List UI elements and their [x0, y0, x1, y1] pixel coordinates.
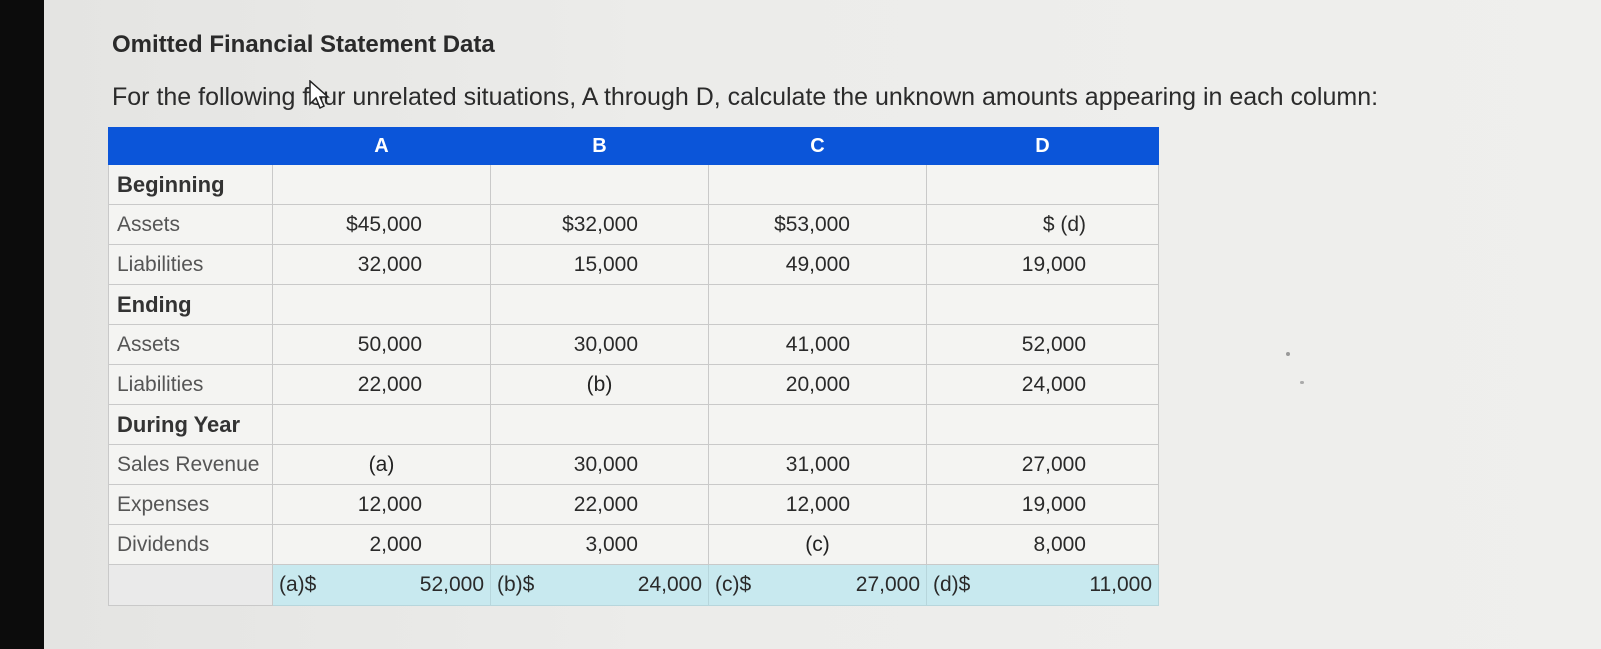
cell-c: 31,000 [708, 444, 927, 485]
cell-d: 19,000 [926, 484, 1159, 525]
page-title: Omitted Financial Statement Data [112, 31, 495, 58]
row-label: Liabilities [108, 244, 273, 285]
cell-c: (c) [708, 524, 927, 565]
section-label: Ending [108, 284, 273, 325]
cell-d: 27,000 [926, 444, 1159, 485]
table-row-beginning-assets: Assets $45,000 $32,000 $53,000 $ (d) [108, 204, 1159, 245]
cell-a: 12,000 [272, 484, 491, 525]
section-row-during-year: During Year [108, 404, 1159, 445]
cell-a: 22,000 [272, 364, 491, 405]
cell-b: 30,000 [490, 324, 709, 365]
table-row-ending-liabilities: Liabilities 22,000 (b) 20,000 24,000 [108, 364, 1159, 405]
cell-c: 49,000 [708, 244, 927, 285]
cell-b: 15,000 [490, 244, 709, 285]
answer-cell-c[interactable]: (c)$ 27,000 [708, 564, 927, 606]
answer-input-d[interactable]: 11,000 [1089, 573, 1152, 596]
row-label: Assets [108, 204, 273, 245]
cell-c: $53,000 [708, 204, 927, 245]
answer-row-blank [108, 564, 273, 606]
screen-speck [1286, 352, 1290, 356]
cell-a: 32,000 [272, 244, 491, 285]
table-row-beginning-liabilities: Liabilities 32,000 15,000 49,000 19,000 [108, 244, 1159, 285]
table-row-dividends: Dividends 2,000 3,000 (c) 8,000 [108, 524, 1159, 565]
answer-input-a[interactable]: 52,000 [419, 573, 484, 596]
cell-c: 12,000 [708, 484, 927, 525]
instructions-text: For the following four unrelated situati… [112, 83, 1379, 111]
answer-prefix: (b)$ [497, 573, 535, 596]
answer-input-b[interactable]: 24,000 [637, 573, 702, 596]
cell-d: 52,000 [926, 324, 1159, 365]
cell-b: 30,000 [490, 444, 709, 485]
cell-a: 2,000 [272, 524, 491, 565]
cell-b: (b) [490, 364, 709, 405]
cell-b: $32,000 [490, 204, 709, 245]
answer-cell-d[interactable]: (d)$ 11,000 [926, 564, 1159, 606]
row-label: Dividends [108, 524, 273, 565]
monitor-bezel [0, 0, 44, 649]
cell-a: (a) [272, 444, 491, 485]
mouse-cursor-icon [309, 80, 330, 110]
table-row-expenses: Expenses 12,000 22,000 12,000 19,000 [108, 484, 1159, 525]
row-label: Expenses [108, 484, 273, 525]
answer-prefix: (d)$ [933, 573, 971, 596]
column-header-c: C [708, 127, 927, 165]
financial-data-table: A B C D Beginning Assets $45,000 $32,000… [108, 127, 1159, 606]
column-header-a: A [272, 127, 491, 165]
answer-prefix: (c)$ [715, 573, 752, 596]
answer-input-c[interactable]: 27,000 [855, 573, 920, 596]
answer-cell-b[interactable]: (b)$ 24,000 [490, 564, 709, 606]
answer-cell-a[interactable]: (a)$ 52,000 [272, 564, 491, 606]
cell-d: 19,000 [926, 244, 1159, 285]
cell-a: 50,000 [272, 324, 491, 365]
column-header-b: B [490, 127, 709, 165]
cell-b: 3,000 [490, 524, 709, 565]
column-header-row: A B C D [108, 127, 1159, 165]
header-blank [108, 127, 273, 165]
table-row-ending-assets: Assets 50,000 30,000 41,000 52,000 [108, 324, 1159, 365]
cell-a: $45,000 [272, 204, 491, 245]
row-label: Liabilities [108, 364, 273, 405]
answer-row: (a)$ 52,000 (b)$ 24,000 (c)$ 27,000 (d)$ [108, 564, 1159, 606]
section-label: During Year [108, 404, 273, 445]
row-label: Sales Revenue [108, 444, 273, 485]
section-label: Beginning [108, 164, 273, 205]
cell-d: 8,000 [926, 524, 1159, 565]
answer-prefix: (a)$ [279, 573, 317, 596]
section-row-ending: Ending [108, 284, 1159, 325]
column-header-d: D [926, 127, 1159, 165]
cell-c: 41,000 [708, 324, 927, 365]
cell-b: 22,000 [490, 484, 709, 525]
section-row-beginning: Beginning [108, 164, 1159, 205]
cell-d: $ (d) [926, 204, 1159, 245]
cell-d: 24,000 [926, 364, 1159, 405]
cell-c: 20,000 [708, 364, 927, 405]
table-row-sales-revenue: Sales Revenue (a) 30,000 31,000 27,000 [108, 444, 1159, 485]
screen-speck [1300, 381, 1304, 384]
row-label: Assets [108, 324, 273, 365]
